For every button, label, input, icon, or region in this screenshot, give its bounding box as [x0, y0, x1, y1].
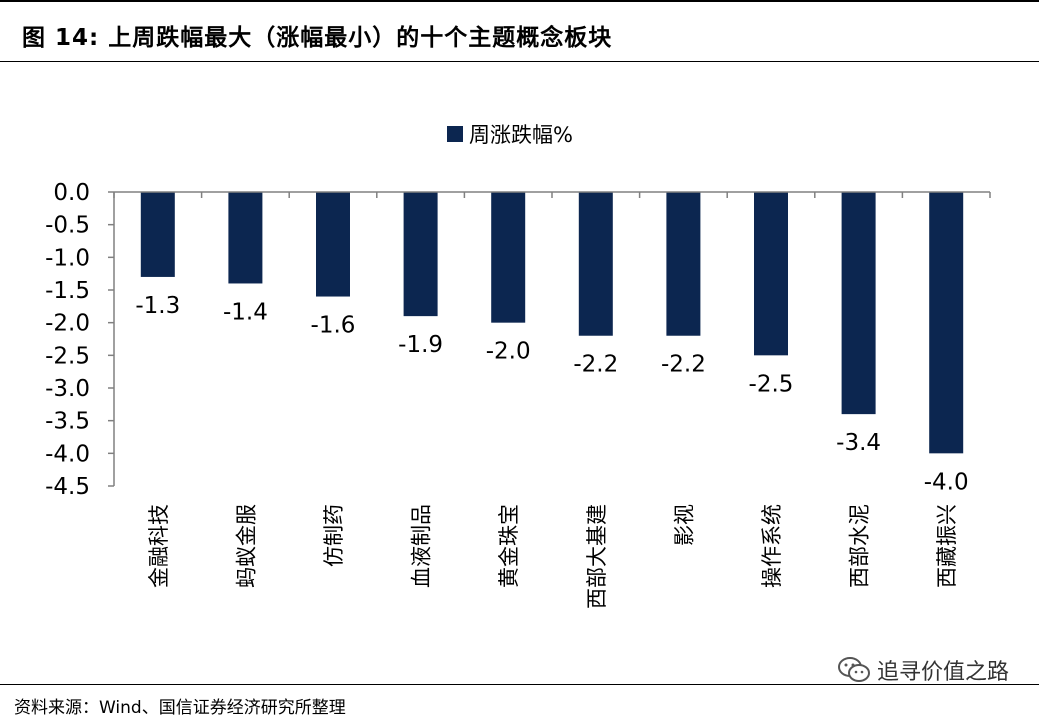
- bar: [929, 192, 964, 454]
- data-label: -2.5: [749, 371, 794, 397]
- bar-series: [140, 192, 964, 454]
- y-tick-label: -2.5: [45, 343, 90, 369]
- watermark-text: 追寻价值之路: [876, 660, 1009, 685]
- data-label: -1.4: [223, 299, 268, 325]
- data-label: -2.2: [661, 352, 706, 378]
- x-tick-label: 操作系统: [760, 504, 784, 588]
- figure-footer: 资料来源：Wind、国信证券经济研究所整理: [0, 684, 1039, 719]
- x-tick-label: 血液制品: [410, 504, 434, 588]
- bar: [140, 192, 175, 277]
- x-tick-label: 西部大基建: [585, 504, 609, 609]
- bar: [403, 192, 438, 317]
- bar: [316, 192, 350, 297]
- x-tick-label: 黄金珠宝: [497, 504, 521, 588]
- data-label: -1.9: [398, 332, 443, 358]
- data-label: -2.0: [486, 339, 531, 365]
- source-note: 资料来源：Wind、国信证券经济研究所整理: [14, 698, 346, 718]
- x-tick-label: 西藏振兴: [935, 504, 959, 588]
- y-axis: 0.0 -0.5 -1.0 -1.5 -2.0 -2.5 -3.0 -3.5 -4.0 -4.5: [45, 180, 115, 500]
- y-tick-label: -4.0: [45, 441, 90, 467]
- bar: [666, 192, 701, 336]
- x-tick-label: 仿制药: [322, 504, 346, 567]
- data-label: -2.2: [573, 352, 618, 378]
- y-tick-label: -1.0: [45, 245, 90, 271]
- bar: [491, 192, 526, 323]
- bar-chart: 周涨跌幅% 0.0 -0.5 -1.0 -1.5 -2.0 -2.5 -3.0 -3.5 -4.…: [45, 123, 991, 609]
- bar: [228, 192, 263, 284]
- y-tick-label: -3.5: [45, 409, 90, 435]
- y-tick-label: -0.5: [45, 213, 90, 239]
- data-label: -1.3: [135, 293, 180, 319]
- x-tick-label: 西部水泥: [848, 504, 872, 588]
- bar: [754, 192, 788, 356]
- y-tick-label: -4.5: [45, 474, 90, 500]
- legend-swatch: [447, 126, 463, 142]
- watermark: 追寻价值之路: [837, 654, 1009, 686]
- y-tick-label: 0.0: [53, 180, 90, 206]
- x-axis: 金融科技 蚂蚁金服 仿制药 血液制品 黄金珠宝 西部大基建 影视 操作系统 西部水泥 西藏振兴: [113, 191, 991, 609]
- figure-title: 图 14: 上周跌幅最大（涨幅最小）的十个主题概念板块: [22, 25, 613, 51]
- x-tick-label: 蚂蚁金服: [234, 504, 258, 588]
- x-tick-label: 金融科技: [147, 504, 171, 588]
- data-label: -3.4: [836, 430, 881, 456]
- legend-label: 周涨跌幅%: [469, 123, 573, 147]
- y-tick-label: -1.5: [45, 278, 90, 304]
- bar: [841, 192, 876, 415]
- x-tick-label: 影视: [672, 504, 696, 546]
- data-label: -1.6: [311, 313, 356, 339]
- wechat-icon: [837, 657, 870, 682]
- bar: [578, 192, 613, 336]
- legend: 周涨跌幅%: [447, 123, 573, 147]
- y-tick-label: -3.0: [45, 376, 90, 402]
- figure-header: 图 14: 上周跌幅最大（涨幅最小）的十个主题概念板块: [0, 0, 1039, 62]
- data-labels: -1.3 -1.4 -1.6 -1.9 -2.0 -2.2 -2.2 -2.5 -3.4 -4.0: [135, 293, 968, 495]
- data-label: -4.0: [924, 469, 969, 495]
- y-tick-label: -2.0: [45, 311, 90, 337]
